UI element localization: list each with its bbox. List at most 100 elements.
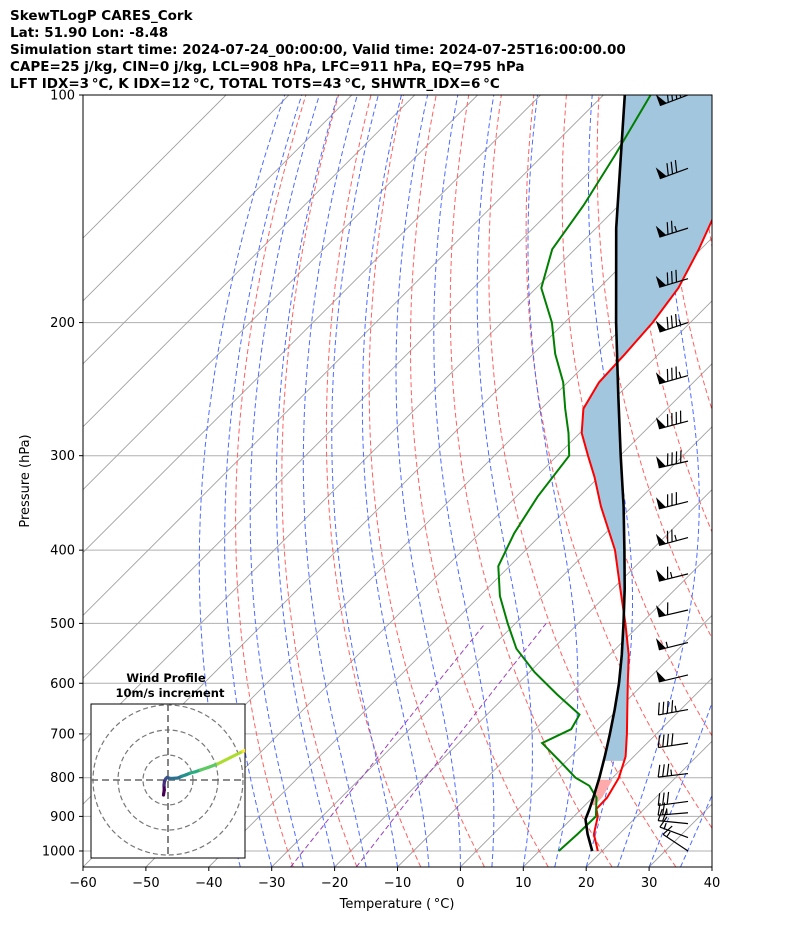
wind-barb-feather <box>657 802 661 816</box>
isotherm <box>83 95 290 302</box>
wind-barb-staff <box>658 573 689 582</box>
wind-barb-half-feather <box>674 534 677 541</box>
moist-adiabat <box>249 95 320 867</box>
dry-adiabat <box>449 95 613 867</box>
isotherm <box>83 95 541 554</box>
wind-barb-pennant <box>655 320 667 333</box>
wind-barb-feather <box>666 733 670 747</box>
wind-barb-feather <box>657 808 663 821</box>
wind-barb-half-feather <box>674 225 678 232</box>
hodograph-segment <box>228 749 245 760</box>
moist-adiabat <box>680 794 712 867</box>
isotherm <box>397 551 712 867</box>
wind-barb <box>655 160 689 180</box>
moist-adiabat <box>198 95 286 867</box>
wind-barb-feather <box>662 792 665 805</box>
wind-barb-half-feather <box>670 769 673 776</box>
isotherm <box>522 677 712 867</box>
x-tick-label: −30 <box>258 876 285 891</box>
dry-adiabat <box>525 95 712 829</box>
isotherm <box>145 300 712 867</box>
temperature-line <box>580 217 712 852</box>
mixing-ratio-line <box>355 623 547 867</box>
isotherm <box>271 426 712 867</box>
wind-barb <box>656 450 689 469</box>
dry-adiabat <box>729 95 794 867</box>
wind-barb-feather <box>657 764 661 778</box>
wind-barb-half-feather <box>669 571 673 579</box>
dry-adiabat-lines <box>235 95 794 867</box>
dry-adiabat <box>281 95 358 867</box>
wind-barb-staff <box>658 460 689 469</box>
x-tick-label: −40 <box>195 876 222 891</box>
wind-barb-feather <box>671 733 674 746</box>
wind-barb-feather <box>675 313 678 327</box>
moist-adiabat <box>711 865 712 867</box>
dry-adiabat <box>410 95 549 867</box>
moist-adiabat <box>302 95 367 867</box>
moist-adiabat <box>617 95 700 867</box>
moist-adiabat <box>476 95 533 867</box>
wind-barb-feather <box>657 735 661 748</box>
wind-barb-pennant <box>655 497 666 509</box>
isotherm <box>83 95 667 679</box>
wind-barb-staff <box>658 641 689 651</box>
y-tick-label: 400 <box>50 544 75 559</box>
isotherm <box>83 95 353 365</box>
y-tick-label: 900 <box>50 810 75 825</box>
hodograph-segment <box>206 762 220 770</box>
dry-adiabat <box>596 95 712 640</box>
wind-barb-feather <box>662 809 668 822</box>
hodograph-title: Wind Profile <box>126 671 206 685</box>
moist-adiabat <box>433 95 495 867</box>
wind-barb <box>655 638 689 651</box>
wind-barb <box>659 816 689 839</box>
wind-barb-pennant <box>656 456 666 468</box>
cape-area <box>581 95 712 761</box>
wind-barb-feather <box>671 95 674 101</box>
wind-barb-staff <box>658 374 689 385</box>
y-tick-label: 1000 <box>42 844 75 859</box>
wind-barb-staff <box>659 826 689 839</box>
isotherm <box>83 111 712 742</box>
isotherm <box>83 95 478 491</box>
mixing-ratio-line <box>290 623 486 867</box>
wind-barb-half-feather <box>679 95 682 98</box>
x-tick-label: −20 <box>321 876 348 891</box>
x-tick-label: 30 <box>641 876 658 891</box>
wind-barb-pennant <box>655 569 666 582</box>
isotherm <box>460 614 712 867</box>
dewpoint-line <box>497 95 652 852</box>
wind-barb-half-feather <box>678 371 682 378</box>
moist-adiabat <box>361 95 430 867</box>
x-tick-label: 0 <box>456 876 464 891</box>
wind-barb <box>655 410 689 430</box>
dry-adiabat <box>488 95 677 867</box>
isotherm <box>711 866 712 867</box>
moist-adiabat <box>527 95 579 867</box>
wind-barb-feather <box>670 315 673 328</box>
y-tick-label: 200 <box>50 316 75 331</box>
wind-barb-pennant <box>655 638 666 650</box>
wind-barb-feather <box>670 161 674 175</box>
mixing-ratio-lines <box>290 623 547 867</box>
y-tick-label: 600 <box>50 677 75 692</box>
wind-barb-pennant <box>655 533 666 546</box>
dry-adiabat <box>561 95 712 737</box>
wind-barb-feather <box>671 271 673 284</box>
wind-barb-feather <box>662 734 665 747</box>
wind-barb-pennant <box>655 275 667 288</box>
dry-adiabat <box>762 95 794 867</box>
y-tick-label: 800 <box>50 771 75 786</box>
moist-adiabat <box>395 95 461 867</box>
wind-barb <box>655 269 689 288</box>
isotherm <box>83 95 604 617</box>
wind-barb-feather <box>675 95 678 100</box>
wind-barb-pennant <box>655 95 667 106</box>
y-axis-label: Pressure (hPa) <box>18 434 33 527</box>
wind-barb-pennant <box>655 225 667 238</box>
wind-barb <box>655 220 689 238</box>
wind-barb <box>655 566 689 582</box>
x-tick-label: −50 <box>132 876 159 891</box>
